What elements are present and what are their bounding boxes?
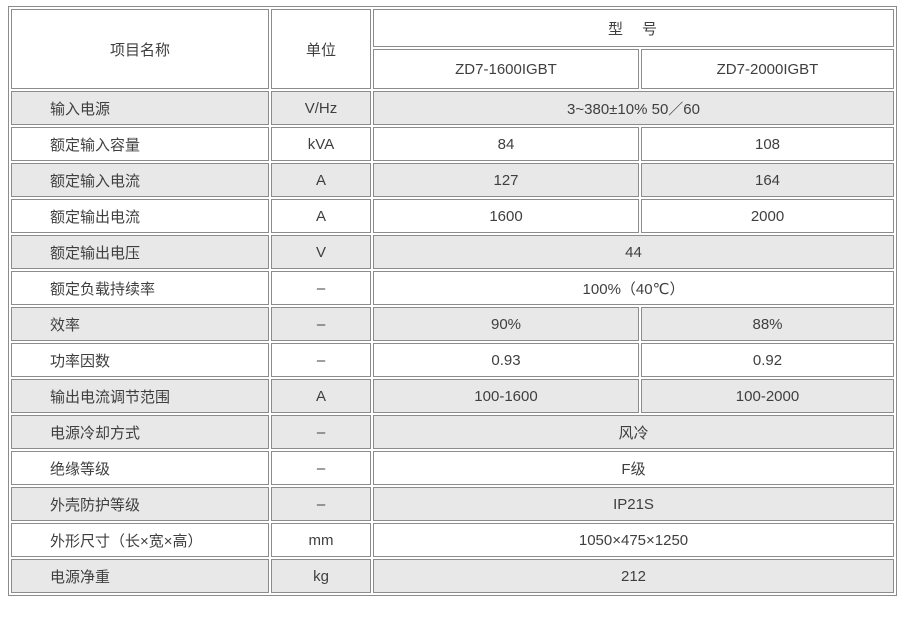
unit-cell: –: [271, 487, 371, 521]
table-row: 电源冷却方式 – 风冷: [11, 415, 895, 449]
value-cell-model-2: 88%: [641, 307, 895, 341]
unit-cell: –: [271, 415, 371, 449]
column-header-model-1: ZD7-1600IGBT: [373, 49, 639, 89]
table-row: 额定输入电流 A 127 164: [11, 163, 895, 197]
unit-cell: A: [271, 199, 371, 233]
unit-cell: V/Hz: [271, 91, 371, 125]
unit-cell: kg: [271, 559, 371, 593]
unit-cell: A: [271, 379, 371, 413]
value-cell-both-models: F级: [373, 451, 895, 485]
unit-cell: A: [271, 163, 371, 197]
value-cell-model-1: 84: [373, 127, 639, 161]
table-row: 输入电源 V/Hz 3~380±10% 50／60: [11, 91, 895, 125]
specification-table: 项目名称 单位 型 号 ZD7-1600IGBT ZD7-2000IGBT 输入…: [8, 6, 898, 596]
value-cell-model-2: 0.92: [641, 343, 895, 377]
unit-cell: –: [271, 343, 371, 377]
item-label-cell: 额定负载持续率: [11, 271, 269, 305]
item-label-cell: 输入电源: [11, 91, 269, 125]
column-header-model-2: ZD7-2000IGBT: [641, 49, 895, 89]
table-row: 外壳防护等级 – IP21S: [11, 487, 895, 521]
table-row: 额定输入容量 kVA 84 108: [11, 127, 895, 161]
item-label-cell: 输出电流调节范围: [11, 379, 269, 413]
value-cell-both-models: 风冷: [373, 415, 895, 449]
unit-cell: –: [271, 271, 371, 305]
table-row: 输出电流调节范围 A 100-1600 100-2000: [11, 379, 895, 413]
value-cell-model-2: 108: [641, 127, 895, 161]
item-label-cell: 额定输出电流: [11, 199, 269, 233]
column-header-model-group: 型 号: [373, 9, 895, 47]
value-cell-both-models: 3~380±10% 50／60: [373, 91, 895, 125]
value-cell-model-1: 100-1600: [373, 379, 639, 413]
table-row: 外形尺寸（长×宽×高） mm 1050×475×1250: [11, 523, 895, 557]
unit-cell: –: [271, 451, 371, 485]
table-row: 电源净重 kg 212: [11, 559, 895, 593]
value-cell-model-2: 2000: [641, 199, 895, 233]
item-label-cell: 功率因数: [11, 343, 269, 377]
item-label-cell: 外形尺寸（长×宽×高）: [11, 523, 269, 557]
item-label-cell: 额定输入容量: [11, 127, 269, 161]
item-label-cell: 电源冷却方式: [11, 415, 269, 449]
item-label-cell: 电源净重: [11, 559, 269, 593]
item-label-cell: 额定输入电流: [11, 163, 269, 197]
table-row: 额定负载持续率 –100%（40℃）: [11, 271, 895, 305]
unit-cell: kVA: [271, 127, 371, 161]
value-cell-both-models: IP21S: [373, 487, 895, 521]
value-cell-both-models: 100%（40℃）: [373, 271, 895, 305]
unit-cell: –: [271, 307, 371, 341]
table-row: 绝缘等级 – F级: [11, 451, 895, 485]
value-cell-model-1: 90%: [373, 307, 639, 341]
value-cell-model-1: 1600: [373, 199, 639, 233]
header-row-model-names: ZD7-1600IGBT ZD7-2000IGBT: [11, 49, 895, 89]
unit-cell: mm: [271, 523, 371, 557]
value-cell-both-models: 212: [373, 559, 895, 593]
unit-cell: V: [271, 235, 371, 269]
value-cell-model-1: 127: [373, 163, 639, 197]
value-cell-model-2: 164: [641, 163, 895, 197]
value-cell-both-models: 1050×475×1250: [373, 523, 895, 557]
item-label-cell: 效率: [11, 307, 269, 341]
column-header-unit: 单位: [271, 9, 371, 89]
table-row: 功率因数 –0.93 0.92: [11, 343, 895, 377]
column-header-item-name: 项目名称: [11, 9, 269, 89]
value-cell-model-1: 0.93: [373, 343, 639, 377]
header-row-model: 项目名称 单位 型 号: [11, 9, 895, 89]
value-cell-both-models: 44: [373, 235, 895, 269]
item-label-cell: 额定输出电压: [11, 235, 269, 269]
value-cell-model-2: 100-2000: [641, 379, 895, 413]
table-row: 额定输出电压 V 44: [11, 235, 895, 269]
table-row: 效率 –90% 88%: [11, 307, 895, 341]
item-label-cell: 绝缘等级: [11, 451, 269, 485]
table-row: 额定输出电流 A 1600 2000: [11, 199, 895, 233]
item-label-cell: 外壳防护等级: [11, 487, 269, 521]
